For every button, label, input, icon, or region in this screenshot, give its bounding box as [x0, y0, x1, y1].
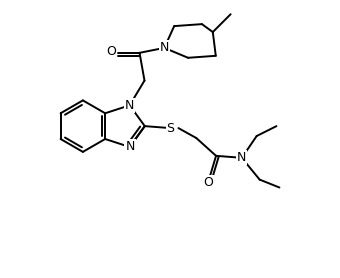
Text: N: N	[125, 99, 134, 112]
Text: O: O	[203, 176, 213, 189]
Text: O: O	[106, 45, 116, 58]
Text: N: N	[237, 151, 246, 164]
Text: S: S	[167, 121, 174, 135]
Text: N: N	[159, 41, 169, 54]
Text: N: N	[125, 140, 135, 153]
